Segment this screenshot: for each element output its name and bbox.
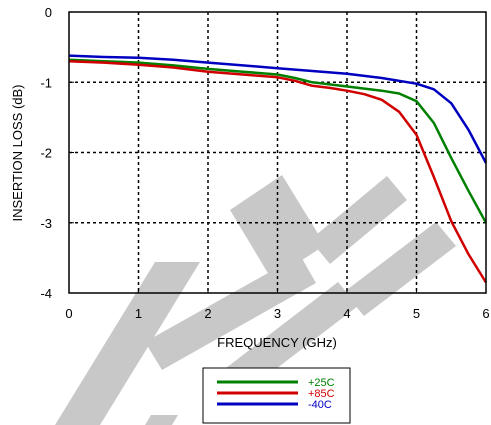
series-line-2 (68, 59, 488, 284)
x-tick-label: 2 (204, 306, 211, 321)
series-line-3 (68, 54, 488, 164)
y-tick-label: -3 (40, 216, 52, 231)
x-tick-label: 1 (135, 306, 142, 321)
x-axis-label: FREQUENCY (GHz) (217, 335, 337, 350)
y-tick-label: -4 (40, 286, 52, 301)
y-tick-label: 0 (45, 5, 52, 20)
legend: +25C+85C-40C (202, 367, 351, 424)
legend-label: +25C (308, 377, 335, 389)
legend-label: +85C (308, 388, 335, 400)
series-line-1 (68, 58, 488, 224)
series-layer (68, 54, 488, 284)
x-tick-label: 5 (413, 306, 420, 321)
tick-marks (68, 11, 487, 294)
legend-label: -40C (308, 399, 332, 411)
x-tick-label: 6 (482, 306, 489, 321)
y-tick-label: -2 (40, 146, 52, 161)
grid (69, 12, 486, 293)
x-tick-label: 0 (65, 306, 72, 321)
x-tick-labels: 0 1 2 3 4 5 6 (65, 306, 489, 321)
legend-box (202, 367, 351, 424)
y-axis-label: INSERTION LOSS (dB) (10, 84, 25, 221)
y-tick-label: -1 (40, 75, 52, 90)
y-tick-labels: 0 -1 -2 -3 -4 (40, 5, 52, 301)
x-tick-label: 4 (343, 306, 350, 321)
x-tick-label: 3 (274, 306, 281, 321)
